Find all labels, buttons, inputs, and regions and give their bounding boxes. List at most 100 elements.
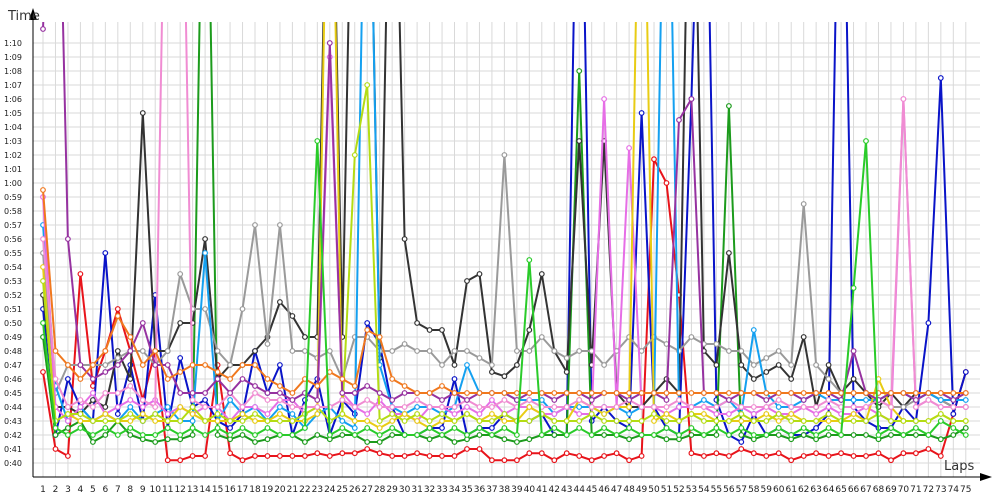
x-tick-label: 72 <box>923 485 934 495</box>
data-point <box>164 457 171 464</box>
data-point <box>376 425 383 431</box>
data-point <box>239 418 246 424</box>
data-point <box>937 411 944 417</box>
data-point <box>813 425 819 431</box>
x-tick-label: 59 <box>761 485 773 495</box>
data-point <box>763 432 770 438</box>
data-point <box>401 341 408 347</box>
data-point <box>576 404 583 410</box>
data-point <box>476 355 483 361</box>
data-point <box>451 425 458 431</box>
data-point <box>439 453 445 459</box>
data-point <box>239 425 246 431</box>
data-point <box>239 376 246 382</box>
data-point <box>738 362 745 368</box>
x-tick-label: 64 <box>823 485 835 495</box>
data-point <box>364 397 371 403</box>
data-point <box>189 453 196 459</box>
data-point <box>888 404 894 410</box>
data-point <box>913 425 919 431</box>
data-point <box>713 425 720 431</box>
data-point <box>64 411 71 417</box>
data-point <box>139 404 146 410</box>
data-point <box>701 404 707 410</box>
data-point <box>800 425 807 431</box>
data-point <box>252 432 258 438</box>
y-tick-label: 0:54 <box>4 263 22 272</box>
data-point <box>102 250 109 256</box>
data-point <box>563 404 570 410</box>
x-tick-label: 30 <box>399 485 411 495</box>
data-point <box>439 362 445 368</box>
data-point <box>551 397 558 403</box>
data-point <box>601 362 607 368</box>
data-point <box>52 376 59 382</box>
y-tick-label: 0:51 <box>4 305 22 314</box>
data-point <box>775 425 782 431</box>
x-tick-label: 58 <box>748 485 760 495</box>
data-point <box>214 411 221 417</box>
y-tick-label: 0:46 <box>4 375 22 384</box>
data-point <box>825 390 832 396</box>
data-point <box>813 418 819 424</box>
data-point <box>464 411 470 417</box>
x-tick-label: 7 <box>115 485 121 495</box>
data-point <box>514 362 520 368</box>
data-point <box>77 411 84 417</box>
y-tick-label: 0:44 <box>4 403 22 412</box>
data-point <box>252 390 258 396</box>
data-point <box>239 411 246 417</box>
x-tick-label: 60 <box>773 485 785 495</box>
data-point <box>239 404 246 410</box>
data-point <box>514 432 520 438</box>
data-point <box>426 453 433 459</box>
data-point <box>114 362 121 368</box>
y-tick-label: 0:57 <box>4 221 22 230</box>
x-tick-label: 2 <box>53 485 59 495</box>
data-point <box>289 411 296 417</box>
data-point <box>576 390 583 396</box>
x-tick-label: 9 <box>140 485 146 495</box>
x-tick-label: 17 <box>237 485 248 495</box>
data-point <box>289 432 296 438</box>
data-point <box>775 450 782 457</box>
data-point <box>489 418 495 424</box>
data-point <box>501 436 508 443</box>
data-point <box>962 418 969 424</box>
data-point <box>501 373 508 380</box>
data-point <box>663 397 670 403</box>
data-point <box>888 425 894 431</box>
data-point <box>775 432 782 438</box>
data-point <box>937 404 944 410</box>
data-point <box>563 432 570 438</box>
x-tick-label: 8 <box>127 485 133 495</box>
data-point <box>800 201 807 207</box>
data-point <box>77 376 84 382</box>
data-point <box>77 271 84 277</box>
data-point <box>813 390 819 396</box>
x-tick-label: 53 <box>686 485 697 495</box>
data-point <box>114 432 121 438</box>
data-point <box>252 348 258 354</box>
x-tick-label: 5 <box>90 485 96 495</box>
data-point <box>750 362 757 368</box>
data-point <box>339 432 346 438</box>
data-point <box>364 446 371 452</box>
data-point <box>302 425 308 431</box>
x-tick-label: 31 <box>411 485 422 495</box>
data-point <box>426 418 433 424</box>
data-point <box>950 418 957 424</box>
data-point <box>401 390 408 396</box>
data-point <box>451 348 458 354</box>
data-point <box>414 450 421 457</box>
data-point <box>89 390 96 396</box>
data-point <box>114 348 121 354</box>
data-point <box>763 369 770 375</box>
data-point <box>538 432 545 438</box>
data-point <box>838 397 844 403</box>
data-point <box>451 439 458 445</box>
data-point <box>401 383 408 389</box>
data-point <box>726 411 732 417</box>
data-point <box>89 439 96 445</box>
data-point <box>750 411 757 417</box>
